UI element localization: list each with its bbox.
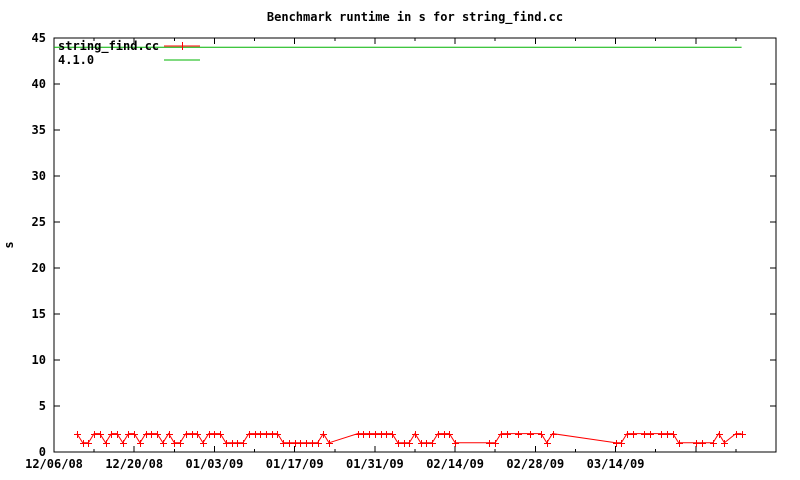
y-tick-label: 20	[32, 261, 46, 275]
plot-area-border	[53, 37, 777, 453]
x-tick-label: 03/14/09	[587, 457, 645, 471]
y-tick-label: 15	[32, 307, 46, 321]
x-tick-label: 01/03/09	[186, 457, 244, 471]
legend: string_find.cc 4.1.0	[58, 39, 200, 67]
x-tick-label: 12/06/08	[25, 457, 83, 471]
x-tick-label: 01/17/09	[266, 457, 324, 471]
y-tick-label: 30	[32, 169, 46, 183]
chart-title: Benchmark runtime in s for string_find.c…	[267, 10, 563, 25]
y-axis-label: s	[2, 241, 16, 248]
series-layer	[54, 46, 746, 447]
x-tick-label: 12/20/08	[105, 457, 163, 471]
legend-label-version: 4.1.0	[58, 53, 94, 67]
y-tick-label: 0	[39, 445, 46, 459]
axis-ticks: 0 5 10 15 20 25 30 35 40 45 12/06/08 12/20/08 01/03/…	[25, 31, 777, 471]
x-tick-label: 02/28/09	[506, 457, 564, 471]
data-point-markers	[74, 431, 746, 447]
x-tick-label: 01/31/09	[346, 457, 404, 471]
y-tick-label: 35	[32, 123, 46, 137]
y-tick-label: 10	[32, 353, 46, 367]
y-tick-label: 40	[32, 77, 46, 91]
x-tick-label: 02/14/09	[426, 457, 484, 471]
y-tick-label: 45	[32, 31, 46, 45]
legend-label-string-find: string_find.cc	[58, 39, 159, 54]
y-tick-label: 5	[39, 399, 46, 413]
legend-plus-marker-icon	[178, 42, 187, 50]
y-tick-label: 25	[32, 215, 46, 229]
